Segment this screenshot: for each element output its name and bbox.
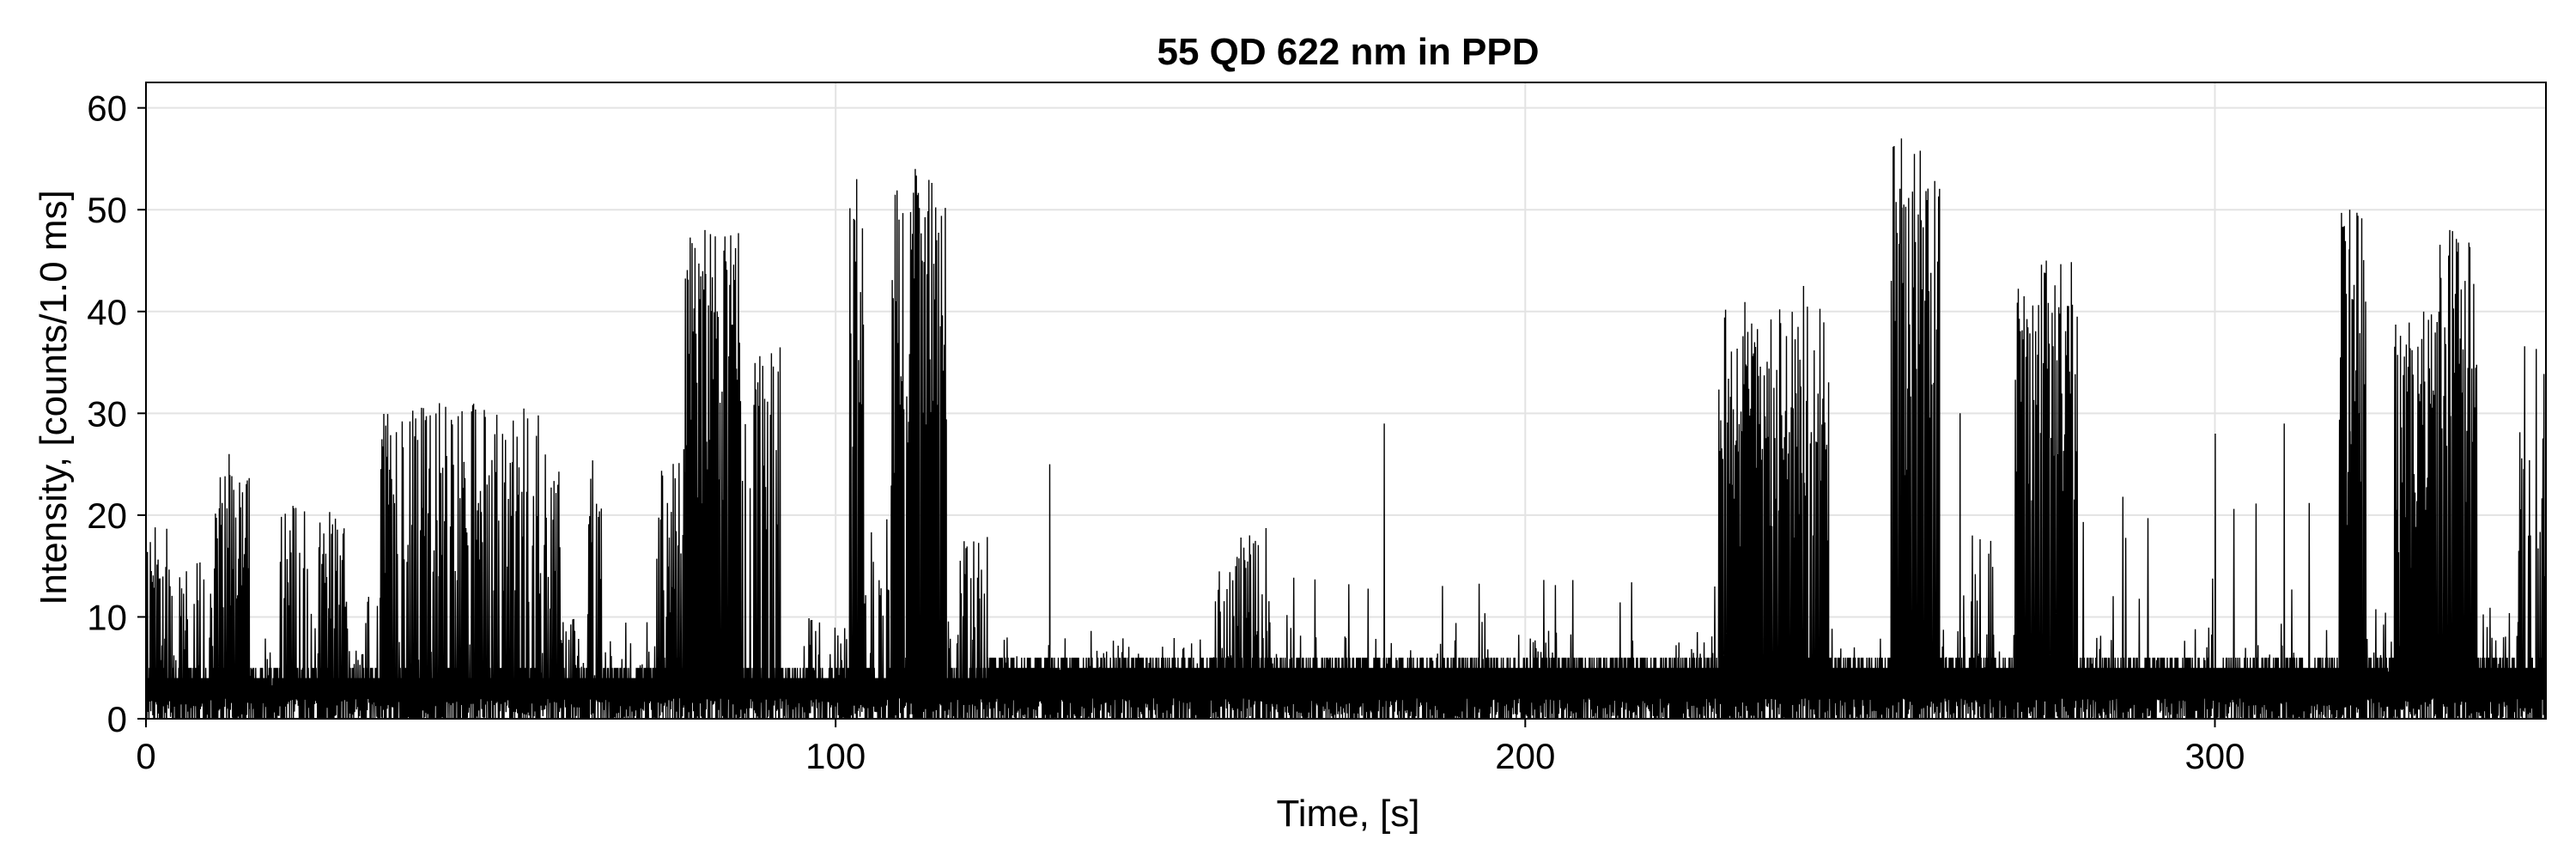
y-tick-label: 20 (87, 495, 127, 536)
y-tick-label: 40 (87, 292, 127, 332)
y-tick-label: 60 (87, 88, 127, 129)
y-tick-label: 50 (87, 190, 127, 230)
intensity-trace (145, 138, 2547, 720)
y-tick-label: 30 (87, 393, 127, 434)
chart-title: 55 QD 622 nm in PPD (1157, 31, 1539, 73)
x-tick-label: 0 (136, 736, 155, 776)
x-tick-label: 200 (1495, 736, 1555, 776)
plot-frame (145, 82, 2547, 720)
x-tick-label: 100 (805, 736, 866, 776)
y-tick-label: 10 (87, 597, 127, 637)
x-axis-label: Time, [s] (1276, 793, 1419, 835)
y-tick-label: 0 (107, 699, 127, 739)
y-axis-label: Intensity, [counts/1.0 ms] (33, 190, 75, 605)
ticks: 0 100 200 300 0 10 20 30 40 50 60 (87, 88, 2245, 776)
trace-layer (145, 138, 2547, 720)
axes-frame (145, 82, 2547, 720)
x-tick-label: 300 (2184, 736, 2245, 776)
